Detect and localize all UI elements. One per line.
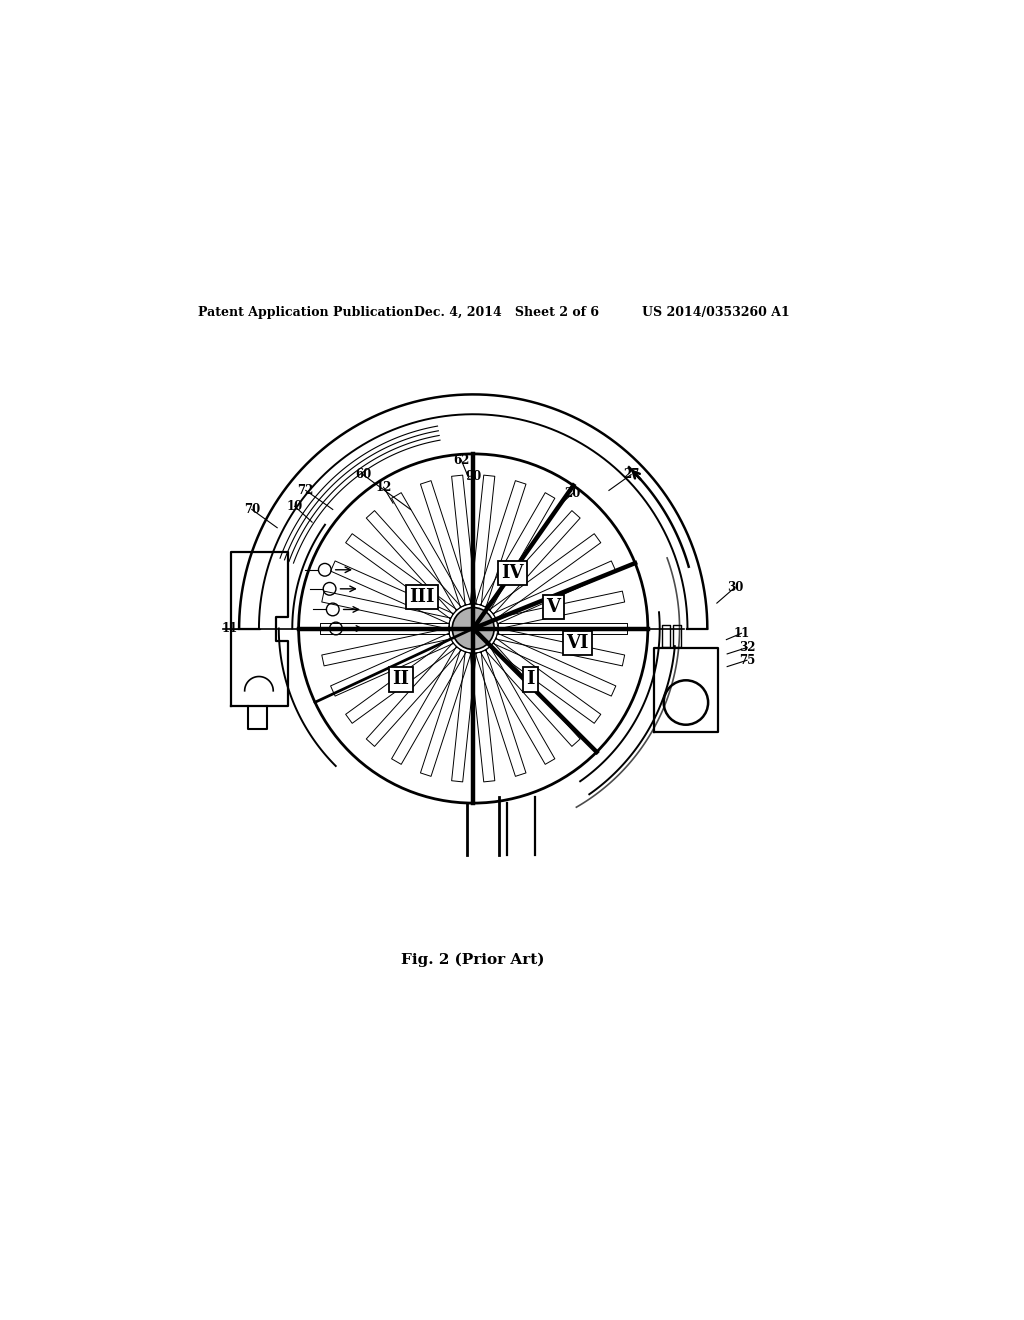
Text: 27: 27 — [623, 469, 639, 480]
Text: 20: 20 — [564, 487, 581, 500]
Polygon shape — [452, 475, 476, 605]
Polygon shape — [421, 480, 471, 607]
Polygon shape — [391, 492, 466, 610]
Polygon shape — [475, 480, 526, 607]
Text: IV: IV — [501, 564, 523, 582]
Polygon shape — [346, 639, 457, 723]
Polygon shape — [480, 492, 555, 610]
Polygon shape — [494, 561, 615, 623]
Polygon shape — [494, 634, 615, 696]
Text: Dec. 4, 2014   Sheet 2 of 6: Dec. 4, 2014 Sheet 2 of 6 — [414, 305, 599, 318]
Text: 75: 75 — [739, 653, 755, 667]
Polygon shape — [485, 643, 581, 746]
Text: I: I — [526, 671, 535, 688]
Polygon shape — [498, 623, 627, 634]
Polygon shape — [322, 591, 451, 628]
Polygon shape — [489, 639, 601, 723]
Circle shape — [453, 607, 495, 649]
Polygon shape — [496, 591, 625, 628]
Polygon shape — [391, 647, 466, 764]
Text: 10: 10 — [287, 500, 303, 512]
Text: II: II — [392, 671, 410, 688]
Text: 72: 72 — [298, 484, 314, 496]
Text: III: III — [409, 587, 434, 606]
Text: 90: 90 — [465, 470, 481, 483]
Text: 11: 11 — [221, 622, 238, 635]
Polygon shape — [367, 511, 461, 614]
Text: Patent Application Publication: Patent Application Publication — [198, 305, 414, 318]
Text: US 2014/0353260 A1: US 2014/0353260 A1 — [642, 305, 790, 318]
Polygon shape — [452, 652, 476, 781]
Text: VI: VI — [566, 634, 589, 652]
Polygon shape — [367, 643, 461, 746]
Polygon shape — [322, 628, 451, 665]
Polygon shape — [475, 649, 526, 776]
Text: 12: 12 — [376, 480, 392, 494]
Polygon shape — [496, 628, 625, 665]
Polygon shape — [470, 652, 495, 781]
Text: 60: 60 — [354, 469, 371, 480]
Polygon shape — [480, 647, 555, 764]
Text: Fig. 2 (Prior Art): Fig. 2 (Prior Art) — [401, 953, 545, 968]
Polygon shape — [331, 561, 454, 623]
Text: V: V — [547, 598, 560, 616]
Polygon shape — [470, 475, 495, 605]
Text: 11: 11 — [733, 627, 750, 640]
Polygon shape — [331, 634, 454, 696]
Polygon shape — [485, 511, 581, 614]
Text: 32: 32 — [738, 642, 756, 653]
Polygon shape — [489, 533, 601, 619]
Polygon shape — [346, 533, 457, 619]
Text: 62: 62 — [454, 454, 469, 467]
Text: 30: 30 — [727, 581, 743, 594]
Text: 70: 70 — [244, 503, 260, 516]
Polygon shape — [421, 649, 471, 776]
Polygon shape — [319, 623, 449, 634]
